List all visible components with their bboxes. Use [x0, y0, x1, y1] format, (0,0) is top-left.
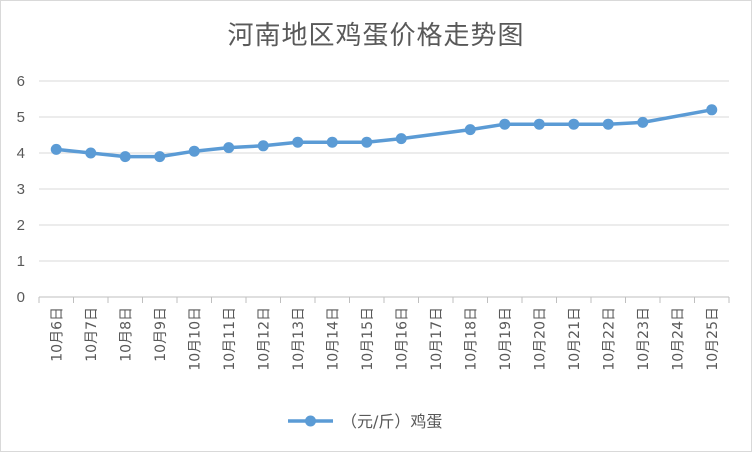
data-point [154, 151, 166, 163]
x-tick-label: 10月14日 [325, 307, 341, 371]
axis-layer: 0 1 2 3 4 5 6 10月6日 10月7日 10月8日 10月9日 10月10日 10月11日 1… [17, 73, 730, 371]
data-point [223, 142, 235, 154]
data-point [85, 147, 97, 159]
x-tick-label: 10月6日 [49, 307, 65, 362]
data-point [706, 104, 718, 116]
data-point [119, 151, 131, 163]
y-tick-label: 0 [17, 289, 25, 306]
x-tick-label: 10月20日 [532, 307, 548, 371]
x-tick-label: 10月23日 [636, 307, 652, 371]
x-tick-label: 10月25日 [705, 307, 721, 371]
x-tick-label: 10月21日 [567, 307, 583, 371]
y-tick-label: 2 [17, 217, 25, 234]
y-tick-label: 3 [17, 181, 25, 198]
y-tick-label: 6 [17, 73, 25, 90]
data-point [395, 133, 407, 145]
y-tick-label: 1 [17, 253, 25, 270]
x-tick-label: 10月16日 [394, 307, 410, 371]
x-tick-label: 10月18日 [463, 307, 479, 371]
series-line [54, 108, 714, 159]
x-tick-label: 10月9日 [153, 307, 169, 362]
series-layer [50, 104, 718, 163]
data-point [257, 140, 269, 152]
data-point [568, 118, 580, 130]
data-point [499, 118, 511, 130]
x-tick-label: 10月12日 [256, 307, 272, 371]
x-tick-label: 10月13日 [291, 307, 307, 371]
data-point [361, 136, 373, 148]
data-point [326, 136, 338, 148]
data-point [292, 136, 304, 148]
chart-title: 河南地区鸡蛋价格走势图 [227, 21, 525, 51]
x-tick-label: 10月7日 [84, 307, 100, 362]
y-tick-label: 5 [17, 109, 25, 126]
data-point [602, 118, 614, 130]
y-tick-label: 4 [17, 145, 25, 162]
legend-marker [305, 415, 316, 427]
data-point [50, 143, 62, 155]
x-tick-label: 10月19日 [498, 307, 514, 371]
x-tick-label: 10月15日 [360, 307, 376, 371]
grid-layer [39, 80, 729, 262]
x-tick-label: 10月24日 [670, 307, 686, 371]
x-tick-label: 10月8日 [118, 307, 134, 362]
data-point [533, 118, 545, 130]
data-point [464, 124, 476, 136]
x-tick-label: 10月17日 [429, 307, 445, 371]
x-tick-label: 10月11日 [222, 307, 238, 371]
legend: （元/斤）鸡蛋 [288, 412, 442, 431]
data-point [637, 116, 649, 128]
x-tick-label: 10月22日 [601, 307, 617, 371]
x-tick-label: 10月10日 [187, 307, 203, 371]
legend-label: （元/斤）鸡蛋 [341, 412, 442, 431]
data-point [188, 145, 200, 157]
